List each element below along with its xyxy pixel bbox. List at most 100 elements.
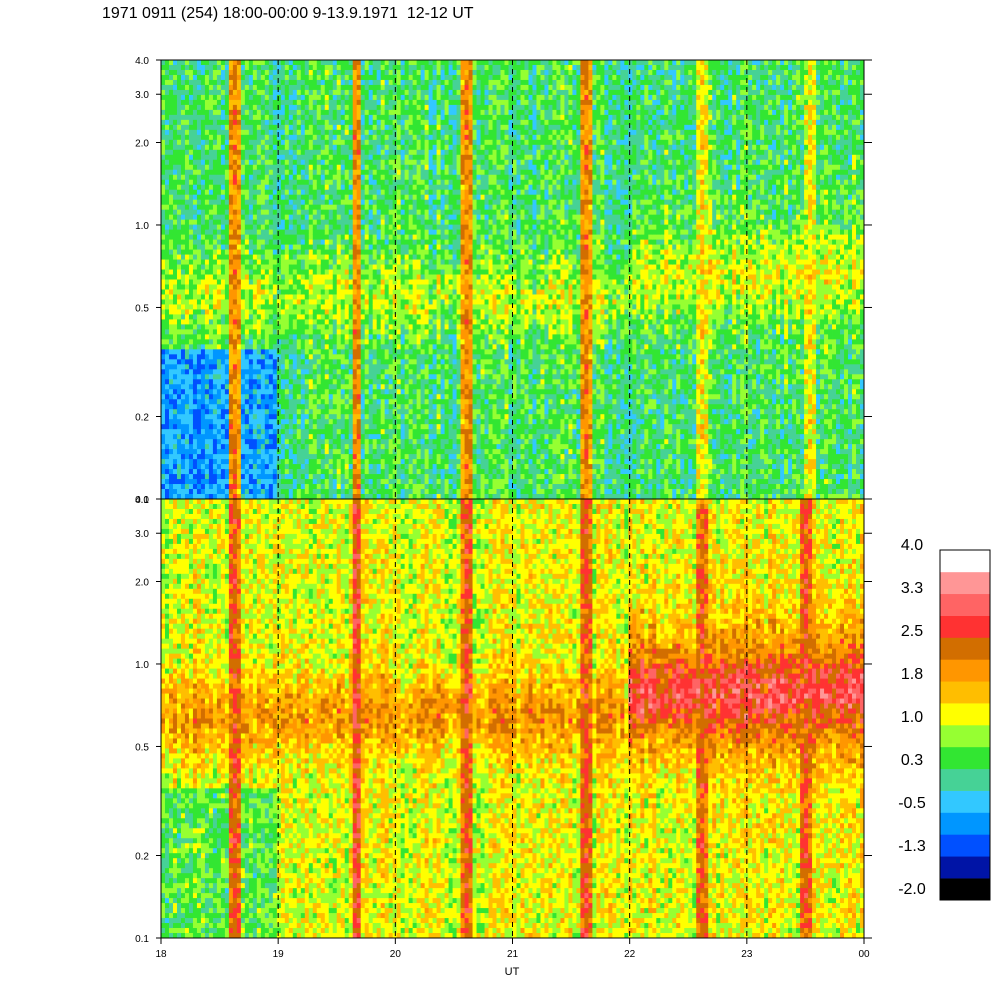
heatmap-cell <box>196 129 202 136</box>
heatmap-cell <box>372 124 378 131</box>
heatmap-cell <box>284 474 290 480</box>
heatmap-cell <box>200 119 206 126</box>
heatmap-cell <box>364 459 370 465</box>
heatmap-cell <box>192 324 198 330</box>
heatmap-cell <box>328 234 334 240</box>
heatmap-cell <box>292 114 298 121</box>
heatmap-cell <box>188 144 194 151</box>
heatmap-cell <box>368 174 374 181</box>
heatmap-cell <box>296 119 302 126</box>
heatmap-cell <box>180 149 186 156</box>
heatmap-cell <box>324 304 330 310</box>
heatmap-cell <box>176 254 182 260</box>
heatmap-cell <box>308 179 314 186</box>
heatmap-cell <box>276 124 282 131</box>
heatmap-cell <box>164 359 170 365</box>
heatmap-cell <box>188 284 194 290</box>
heatmap-cell <box>364 129 370 136</box>
heatmap-cell <box>340 269 346 275</box>
heatmap-cell <box>172 244 178 250</box>
heatmap-cell <box>336 154 342 161</box>
heatmap-cell <box>332 244 338 250</box>
heatmap-cell <box>161 189 166 196</box>
heatmap-cell <box>168 294 174 300</box>
heatmap-cell <box>320 394 326 400</box>
heatmap-cell <box>320 134 326 141</box>
heatmap-cell <box>228 194 234 201</box>
heatmap-cell <box>268 429 274 435</box>
heatmap-cell <box>180 159 186 166</box>
heatmap-cell <box>188 69 194 76</box>
heatmap-cell <box>280 334 286 340</box>
heatmap-cell <box>188 329 194 335</box>
heatmap-cell <box>256 469 262 475</box>
heatmap-cell <box>200 424 206 430</box>
heatmap-cell <box>224 199 230 206</box>
heatmap-cell <box>248 219 254 226</box>
heatmap-cell <box>332 149 338 156</box>
heatmap-cell <box>328 269 334 275</box>
heatmap-cell <box>232 259 238 265</box>
heatmap-cell <box>288 144 294 151</box>
heatmap-cell <box>161 99 166 106</box>
heatmap-cell <box>356 89 362 96</box>
heatmap-cell <box>200 404 206 410</box>
heatmap-cell <box>192 194 198 201</box>
heatmap-cell <box>300 134 306 141</box>
heatmap-cell <box>344 189 350 196</box>
heatmap-cell <box>264 349 270 355</box>
heatmap-cell <box>356 284 362 290</box>
heatmap-cell <box>304 394 310 400</box>
heatmap-cell <box>212 274 218 280</box>
heatmap-cell <box>308 84 314 91</box>
heatmap-cell <box>176 134 182 141</box>
heatmap-cell <box>256 374 262 380</box>
heatmap-cell <box>280 94 286 101</box>
heatmap-cell <box>192 399 198 405</box>
heatmap-cell <box>224 424 230 430</box>
heatmap-cell <box>300 149 306 156</box>
heatmap-cell <box>308 129 314 136</box>
heatmap-cell <box>164 464 170 470</box>
heatmap-cell <box>188 234 194 240</box>
heatmap-cell <box>380 269 386 275</box>
heatmap-cell <box>161 79 166 86</box>
heatmap-cell <box>356 489 362 495</box>
heatmap-cell <box>200 329 206 335</box>
heatmap-cell <box>324 84 330 91</box>
heatmap-cell <box>212 134 218 141</box>
heatmap-cell <box>304 209 310 216</box>
heatmap-cell <box>252 344 258 350</box>
heatmap-cell <box>304 329 310 335</box>
heatmap-cell <box>204 494 210 500</box>
heatmap-cell <box>172 119 178 126</box>
heatmap-cell <box>172 134 178 141</box>
heatmap-cell <box>364 144 370 151</box>
heatmap-cell <box>352 444 358 450</box>
heatmap-cell <box>220 484 226 490</box>
heatmap-cell <box>236 344 242 350</box>
heatmap-cell <box>232 159 238 166</box>
heatmap-cell <box>200 64 206 71</box>
heatmap-cell <box>360 244 366 250</box>
heatmap-cell <box>312 249 318 255</box>
heatmap-cell <box>208 279 214 285</box>
heatmap-cell <box>380 369 386 375</box>
heatmap-cell <box>336 79 342 86</box>
heatmap-cell <box>284 204 290 211</box>
heatmap-cell <box>268 159 274 166</box>
heatmap-cell <box>360 79 366 86</box>
heatmap-cell <box>184 84 190 91</box>
heatmap-cell <box>176 379 182 385</box>
heatmap-cell <box>256 214 262 221</box>
heatmap-cell <box>380 299 386 305</box>
heatmap-cell <box>304 119 310 126</box>
heatmap-cell <box>220 104 226 111</box>
heatmap-cell <box>240 234 246 240</box>
heatmap-cell <box>208 274 214 280</box>
heatmap-cell <box>280 319 286 325</box>
heatmap-cell <box>260 119 266 126</box>
heatmap-cell <box>284 139 290 146</box>
heatmap-cell <box>212 489 218 495</box>
heatmap-cell <box>184 234 190 240</box>
